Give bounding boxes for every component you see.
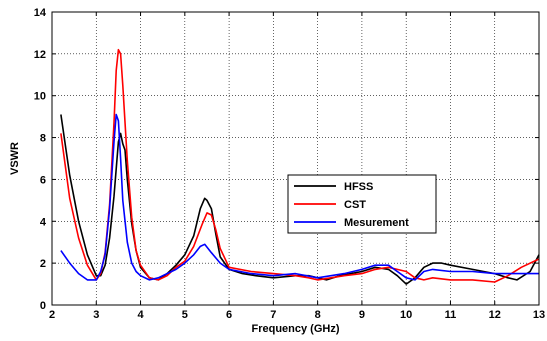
legend-label: HFSS <box>344 181 373 193</box>
y-tick-label: 4 <box>40 216 47 228</box>
x-tick-label: 10 <box>400 309 412 321</box>
axis-ticks <box>51 11 540 306</box>
series-layer <box>60 48 540 285</box>
x-tick-label: 7 <box>270 309 276 321</box>
x-tick-label: 13 <box>533 309 545 321</box>
x-tick-label: 3 <box>93 309 99 321</box>
grid <box>52 12 539 305</box>
x-tick-label: 5 <box>182 309 188 321</box>
x-tick-label: 2 <box>49 309 55 321</box>
y-tick-label: 10 <box>34 91 46 103</box>
y-tick-label: 8 <box>40 133 46 145</box>
y-tick-label: 6 <box>40 174 46 186</box>
y-tick-label: 14 <box>34 7 47 19</box>
y-axis-label: VSWR <box>9 142 21 175</box>
series-line-mesurement <box>60 113 539 281</box>
y-tick-label: 2 <box>40 258 46 270</box>
y-tick-label: 12 <box>34 49 46 61</box>
legend-label: Mesurement <box>344 217 409 229</box>
plot-frame <box>51 11 540 306</box>
x-tick-label: 9 <box>359 309 365 321</box>
x-tick-label: 11 <box>445 309 457 321</box>
series-line-cst <box>60 48 540 283</box>
x-axis-label: Frequency (GHz) <box>251 323 339 335</box>
legend: HFSS CST Mesurement <box>287 174 437 234</box>
x-tick-label: 6 <box>226 309 232 321</box>
legend-label: CST <box>344 199 366 211</box>
x-tick-label: 8 <box>315 309 321 321</box>
x-tick-label: 4 <box>137 309 144 321</box>
x-tick-label: 12 <box>489 309 501 321</box>
y-tick-label: 0 <box>40 300 46 312</box>
